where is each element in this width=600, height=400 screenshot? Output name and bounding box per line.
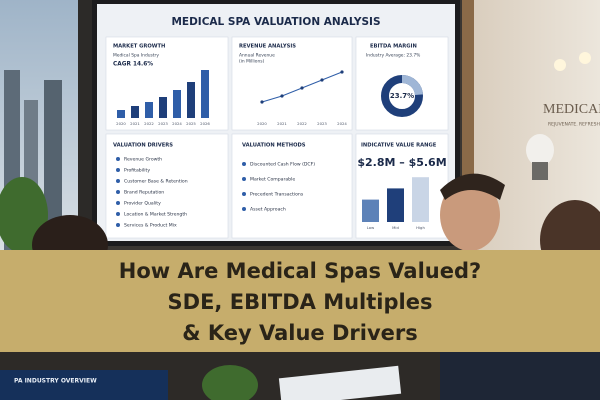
panel-subtitle: Medical Spa Industry xyxy=(113,53,159,59)
list-icon xyxy=(242,192,246,196)
list-item: Discounted Cash Flow (DCF) xyxy=(250,162,315,168)
bar xyxy=(412,177,429,222)
bar xyxy=(387,188,404,222)
x-tick-label: 2024 xyxy=(337,121,347,126)
banner-line: & Key Value Drivers xyxy=(182,321,418,345)
x-tick-label: Low xyxy=(367,225,374,230)
hair xyxy=(440,173,505,200)
panel-subtitle: Industry Average: 23.7% xyxy=(366,53,420,59)
list-icon xyxy=(116,190,120,194)
bar xyxy=(159,97,167,118)
list-item: Location & Market Strength xyxy=(124,212,187,218)
panel-title: INDICATIVE VALUE RANGE xyxy=(361,143,437,149)
list-icon xyxy=(242,207,246,211)
bar xyxy=(145,102,153,118)
point xyxy=(280,94,284,98)
list-item: Revenue Growth xyxy=(124,157,162,163)
list-icon xyxy=(116,179,120,183)
banner-line: How Are Medical Spas Valued? xyxy=(119,259,481,283)
list-icon xyxy=(116,168,120,172)
lamp xyxy=(579,52,591,64)
panel-title: REVENUE ANALYSIS xyxy=(239,44,296,50)
window-frame xyxy=(78,0,92,250)
list-item: Market Comparable xyxy=(250,177,295,183)
lamp xyxy=(554,59,566,71)
screen-title: MEDICAL SPA VALUATION ANALYSIS xyxy=(171,16,380,28)
x-tick-label: 2020 xyxy=(257,121,267,126)
document xyxy=(278,365,402,400)
pot xyxy=(532,162,548,180)
bar xyxy=(117,110,125,118)
list-icon xyxy=(116,201,120,205)
list-item: Services & Product Mix xyxy=(124,223,177,229)
panel-title: EBITDA MARGIN xyxy=(370,44,417,50)
panel xyxy=(105,133,229,239)
x-tick-label: 2020 xyxy=(116,121,126,126)
panel-unit: (in Millions) xyxy=(239,59,265,65)
orchid xyxy=(526,134,554,166)
wall-tagline: REJUVENATE. REFRESH xyxy=(548,122,600,128)
panel-title: MARKET GROWTH xyxy=(113,44,165,50)
panel-title: VALUATION METHODS xyxy=(242,143,306,149)
x-tick-label: 2021 xyxy=(130,121,140,126)
panel xyxy=(355,133,449,239)
donut-label: 23.7% xyxy=(390,92,414,100)
list-icon xyxy=(242,162,246,166)
banner xyxy=(0,250,600,352)
bar xyxy=(201,70,209,118)
value-range: $2.8M – $5.6M xyxy=(357,156,446,169)
panel xyxy=(231,133,353,239)
list-icon xyxy=(116,212,120,216)
x-tick-label: High xyxy=(416,225,425,230)
x-tick-label: 2025 xyxy=(186,121,196,126)
point xyxy=(300,86,304,90)
panel-title: VALUATION DRIVERS xyxy=(113,143,173,149)
panel xyxy=(231,36,353,131)
bar xyxy=(187,82,195,118)
x-tick-label: 2026 xyxy=(200,121,210,126)
list-item: Brand Reputation xyxy=(124,190,164,196)
point xyxy=(260,100,264,104)
bar xyxy=(131,106,139,118)
x-tick-label: 2022 xyxy=(297,121,307,126)
list-item: Customer Base & Retention xyxy=(124,179,188,185)
point xyxy=(320,78,324,82)
plant xyxy=(202,365,258,400)
bar xyxy=(173,90,181,118)
bar xyxy=(362,199,379,222)
list-icon xyxy=(242,177,246,181)
cagr: CAGR 14.6% xyxy=(113,62,153,68)
list-icon xyxy=(116,223,120,227)
x-tick-label: Mid xyxy=(392,225,399,230)
building xyxy=(44,80,62,250)
wall-sign: MEDICAL xyxy=(543,102,600,117)
donut-segment xyxy=(381,75,423,117)
x-tick-label: 2023 xyxy=(317,121,327,126)
banner-line: SDE, EBITDA Multiples xyxy=(168,290,433,314)
point xyxy=(340,70,344,74)
x-tick-label: 2022 xyxy=(144,121,154,126)
panel-subtitle: Annual Revenue xyxy=(239,53,275,59)
x-tick-label: 2023 xyxy=(158,121,168,126)
x-tick-label: 2024 xyxy=(172,121,182,126)
laptop-title: PA INDUSTRY OVERVIEW xyxy=(14,378,97,385)
x-tick-label: 2021 xyxy=(277,121,287,126)
list-item: Asset Approach xyxy=(250,207,286,213)
person-suit xyxy=(440,352,600,400)
list-item: Provider Quality xyxy=(124,201,161,207)
person xyxy=(440,179,500,251)
list-icon xyxy=(116,157,120,161)
list-item: Precedent Transactions xyxy=(250,192,304,198)
list-item: Profitability xyxy=(124,168,150,174)
laptop-screen xyxy=(0,370,168,400)
